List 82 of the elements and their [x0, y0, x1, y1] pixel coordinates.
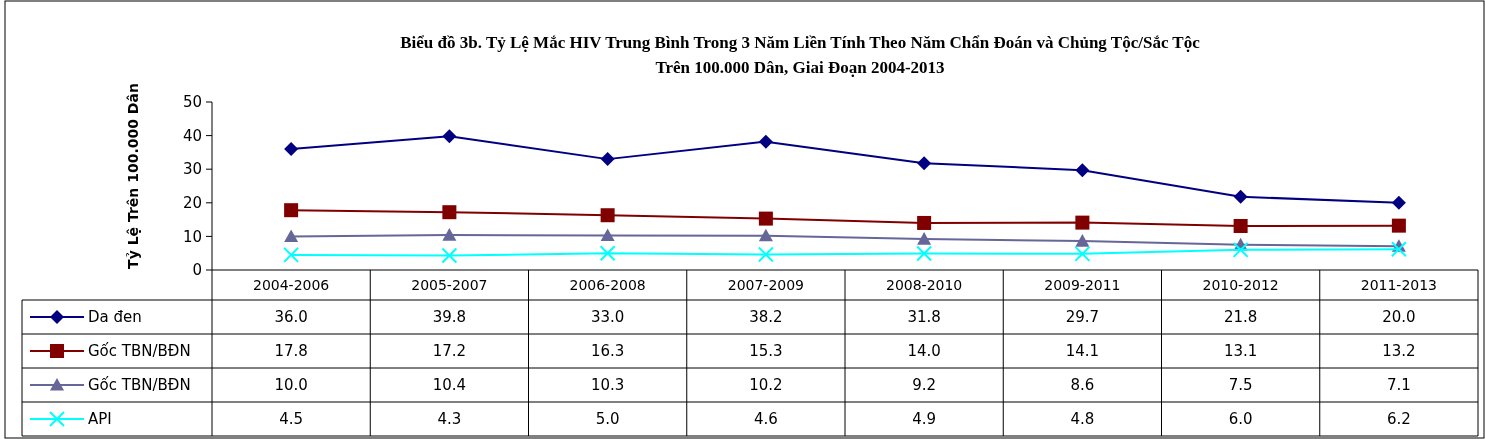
point — [916, 245, 933, 262]
point — [283, 246, 300, 263]
point — [1232, 241, 1249, 258]
data-label: 10.2 — [749, 376, 783, 395]
point — [758, 211, 773, 226]
data-label: 21.8 — [1223, 308, 1258, 327]
legend-label: Gốc TBN/BĐN — [88, 376, 191, 395]
chart-title: Biểu đồ 3b. Tỷ Lệ Mắc HIV Trung Bình Trong 3 Năm Liền Tính Theo Năm Chẩn Đoán và Chủng Tộc/Sắc Tộc Trên 100.000 Dân, Giai Đoạn 2004-2013 — [400, 33, 1201, 77]
point — [599, 245, 616, 262]
point — [1391, 195, 1406, 210]
data-label: 6.2 — [1386, 410, 1411, 429]
y-tick-label: 30 — [182, 160, 202, 179]
point — [917, 215, 932, 230]
data-label: 4.8 — [1070, 410, 1095, 429]
point — [917, 232, 932, 245]
x-tick-label: 2009-2011 — [1044, 276, 1121, 293]
data-label: 10.4 — [432, 376, 467, 395]
data-label: 38.2 — [749, 308, 783, 327]
y-tick-label: 20 — [182, 194, 202, 213]
point — [917, 156, 932, 171]
x-tick-label: 2011-2013 — [1360, 276, 1438, 293]
data-label: 4.9 — [912, 410, 937, 429]
point — [1075, 234, 1090, 247]
point — [757, 246, 774, 263]
point — [1391, 218, 1406, 233]
data-label: 17.8 — [274, 342, 308, 361]
point — [600, 152, 615, 167]
data-label: 4.5 — [279, 410, 304, 429]
data-label: 39.8 — [432, 308, 467, 327]
data-label: 20.0 — [1382, 308, 1416, 327]
point — [442, 228, 457, 241]
point — [758, 228, 773, 242]
point — [284, 203, 299, 218]
legend-label: Gốc TBN/BĐN — [88, 342, 191, 361]
data-label: 6.0 — [1228, 410, 1253, 429]
x-tick-label: 2010-2012 — [1202, 276, 1279, 293]
data-label: 10.3 — [590, 376, 625, 395]
data-label: 17.2 — [432, 342, 467, 361]
point — [1233, 218, 1248, 233]
data-label: 13.1 — [1223, 342, 1258, 361]
data-label: 33.0 — [590, 308, 625, 327]
data-label: 7.5 — [1228, 376, 1253, 395]
y-tick-label: 50 — [182, 93, 202, 112]
data-label: 16.3 — [590, 342, 625, 361]
data-label: 14.1 — [1065, 342, 1100, 361]
legend-label: Da đen — [88, 308, 142, 327]
data-label: 36.0 — [274, 308, 308, 327]
point — [1075, 215, 1090, 230]
legend-label: API — [88, 410, 112, 429]
data-label: 4.6 — [753, 410, 778, 429]
point — [284, 142, 299, 157]
y-axis-title: Tỷ Lệ Trên 100.000 Dân — [125, 83, 141, 269]
y-tick-label: 40 — [182, 126, 202, 145]
point — [1075, 163, 1090, 178]
x-tick-label: 2004-2006 — [252, 276, 330, 293]
point — [441, 247, 458, 264]
data-label: 15.3 — [749, 342, 783, 361]
point — [600, 228, 615, 241]
y-tick-label: 10 — [182, 227, 202, 246]
point — [1233, 189, 1248, 204]
point — [600, 208, 615, 223]
x-tick-label: 2006-2008 — [569, 276, 646, 293]
x-tick-label: 2007-2009 — [727, 276, 805, 293]
point — [1390, 241, 1407, 258]
point — [442, 205, 457, 220]
data-label: 13.2 — [1382, 342, 1416, 361]
y-tick-label: 0 — [192, 261, 202, 280]
data-label: 4.3 — [437, 410, 462, 429]
data-label: 10.0 — [274, 376, 308, 395]
data-label: 8.6 — [1070, 376, 1095, 395]
point — [284, 229, 299, 242]
data-label: 14.0 — [907, 342, 941, 361]
point — [1074, 245, 1091, 262]
x-tick-label: 2005-2007 — [411, 276, 488, 293]
data-label: 7.1 — [1386, 376, 1411, 395]
point — [442, 129, 457, 144]
data-label: 29.7 — [1065, 308, 1100, 327]
point — [758, 134, 773, 149]
data-label: 31.8 — [907, 308, 941, 327]
x-tick-label: 2008-2010 — [885, 276, 963, 293]
data-label: 9.2 — [912, 376, 937, 395]
data-label: 5.0 — [595, 410, 620, 429]
